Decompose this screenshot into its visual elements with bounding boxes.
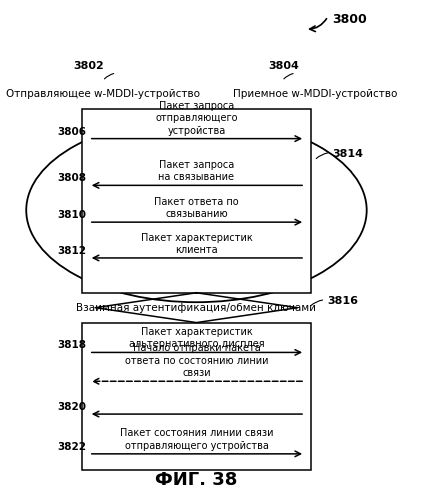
Text: Начало отправки пакета
ответа по состоянию линии
связи: Начало отправки пакета ответа по состоян… — [125, 343, 268, 378]
Bar — [82, 322, 310, 470]
Text: 3802: 3802 — [73, 61, 104, 71]
Text: ФИГ. 38: ФИГ. 38 — [155, 471, 237, 489]
Text: Пакет характеристик
альтернативного дисплея: Пакет характеристик альтернативного дисп… — [128, 327, 264, 349]
Text: 3814: 3814 — [333, 149, 364, 159]
Text: Пакет состояния линии связи
отправляющего устройства: Пакет состояния линии связи отправляющег… — [120, 429, 273, 451]
Text: Взаимная аутентификация/обмен ключами: Взаимная аутентификация/обмен ключами — [76, 303, 316, 313]
Text: Отправляющее w-MDDI-устройство: Отправляющее w-MDDI-устройство — [6, 89, 200, 99]
Text: Пакет характеристик
клиента: Пакет характеристик клиента — [141, 233, 252, 255]
Text: 3818: 3818 — [57, 340, 86, 350]
Text: Пакет запроса
отправляющего
устройства: Пакет запроса отправляющего устройства — [155, 101, 238, 136]
Text: 3810: 3810 — [57, 210, 86, 220]
Text: 3804: 3804 — [268, 61, 299, 71]
Text: Приемное w-MDDI-устройство: Приемное w-MDDI-устройство — [233, 89, 398, 99]
Text: 3806: 3806 — [57, 127, 86, 137]
Text: Пакет ответа по
связыванию: Пакет ответа по связыванию — [154, 197, 239, 219]
Text: 3808: 3808 — [57, 173, 86, 183]
Text: Пакет запроса
на связывание: Пакет запроса на связывание — [159, 160, 234, 182]
Text: 3820: 3820 — [57, 402, 86, 412]
Bar — [82, 109, 310, 293]
Text: 3816: 3816 — [327, 296, 358, 306]
Text: 3812: 3812 — [57, 246, 86, 256]
Text: 3822: 3822 — [57, 442, 86, 452]
Text: 3800: 3800 — [333, 13, 367, 26]
